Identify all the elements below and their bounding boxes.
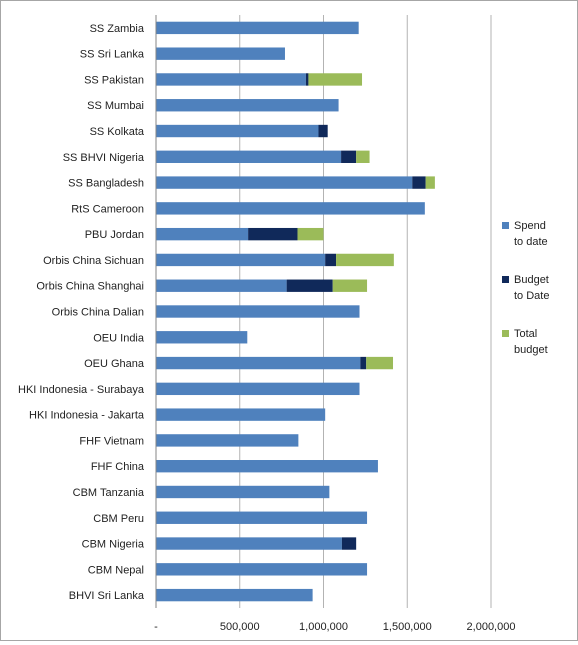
- legend: Spend to date Budget to Date Total budget: [502, 220, 549, 356]
- bar-spend-to-date-orbis-china-shanghai: [156, 279, 287, 292]
- bar-spend-to-date-cbm-tanzania: [156, 485, 330, 499]
- category-label: SS Zambia: [90, 23, 145, 35]
- bar-spend-to-date-oeu-ghana: [156, 356, 361, 370]
- bar-spend-to-date-ss-kolkata: [156, 124, 319, 138]
- category-label: SS Sri Lanka: [80, 49, 145, 61]
- bar-budget-to-date-orbis-china-sichuan: [325, 253, 337, 267]
- bar-spend-to-date-hki-indonesia-surabaya: [156, 382, 360, 396]
- bar-budget-to-date-ss-bangladesh: [412, 176, 426, 189]
- bar-spend-to-date-cbm-nepal: [156, 563, 368, 576]
- bar-spend-to-date-ss-bhvi-nigeria: [156, 150, 342, 163]
- bar-budget-to-date-orbis-china-shanghai: [286, 279, 333, 292]
- category-label: Orbis China Dalian: [52, 307, 144, 319]
- legend-label: Total: [514, 328, 537, 340]
- bar-total-budget-orbis-china-shanghai: [332, 279, 368, 292]
- category-label: Orbis China Shanghai: [36, 281, 144, 293]
- legend-swatch-total-budget: [502, 330, 509, 337]
- category-label: CBM Nigeria: [82, 539, 145, 551]
- category-label: Orbis China Sichuan: [43, 255, 144, 267]
- category-label: SS Mumbai: [87, 100, 144, 112]
- bar-total-budget-ss-pakistan: [308, 73, 363, 86]
- bar-spend-to-date-orbis-china-sichuan: [156, 253, 326, 267]
- bar-budget-to-date-ss-bhvi-nigeria: [341, 150, 357, 163]
- bar-spend-to-date-cbm-nigeria: [156, 537, 342, 550]
- bar-spend-to-date-cbm-peru: [156, 511, 368, 524]
- category-label: SS Pakistan: [84, 74, 144, 86]
- bar-spend-to-date-oeu-india: [156, 331, 248, 344]
- category-label: CBM Nepal: [88, 564, 144, 576]
- category-label: CBM Tanzania: [73, 487, 145, 499]
- legend-swatch-budget-to-date: [502, 276, 509, 283]
- bar-spend-to-date-ss-zambia: [156, 21, 359, 35]
- bar-spend-to-date-hki-indonesia-jakarta: [156, 408, 326, 421]
- bar-total-budget-ss-bangladesh: [425, 176, 435, 189]
- category-label: CBM Peru: [93, 513, 144, 525]
- category-label: SS Bangladesh: [68, 178, 144, 190]
- x-tick-label: -: [154, 621, 158, 633]
- category-label: PBU Jordan: [85, 229, 144, 241]
- bar-budget-to-date-cbm-nigeria: [341, 537, 357, 550]
- bar-spend-to-date-rts-cameroon: [156, 202, 425, 215]
- bar-budget-to-date-ss-pakistan: [305, 73, 309, 86]
- legend-label: to date: [514, 236, 548, 248]
- bar-total-budget-orbis-china-sichuan: [336, 253, 394, 267]
- axes: - 500,000 1,000,000 1,500,000 2,000,000 SS Za…: [18, 15, 515, 633]
- x-tick-label: 1,500,000: [383, 621, 432, 633]
- bars: [156, 21, 435, 602]
- category-label: HKI Indonesia - Jakarta: [29, 410, 145, 422]
- category-label: RtS Cameroon: [71, 203, 144, 215]
- category-label: FHF China: [91, 461, 145, 473]
- x-tick-label: 500,000: [220, 621, 260, 633]
- x-tick-label: 2,000,000: [467, 621, 516, 633]
- legend-swatch-spend-to-date: [502, 222, 509, 229]
- bar-spend-to-date-orbis-china-dalian: [156, 305, 360, 318]
- category-label: SS Kolkata: [90, 126, 145, 138]
- bar-total-budget-oeu-ghana: [366, 356, 394, 370]
- bar-spend-to-date-fhf-china: [156, 460, 378, 473]
- category-label: FHF Vietnam: [79, 435, 144, 447]
- bar-budget-to-date-ss-kolkata: [318, 124, 328, 138]
- category-label: BHVI Sri Lanka: [69, 590, 145, 602]
- bar-budget-to-date-oeu-ghana: [360, 356, 367, 370]
- category-label: HKI Indonesia - Surabaya: [18, 384, 145, 396]
- legend-label: Spend: [514, 220, 546, 232]
- bar-spend-to-date-pbu-jordan: [156, 227, 249, 241]
- bar-total-budget-pbu-jordan: [297, 227, 324, 241]
- legend-label: to Date: [514, 290, 549, 302]
- bar-budget-to-date-pbu-jordan: [248, 227, 298, 241]
- bar-spend-to-date-ss-bangladesh: [156, 176, 413, 189]
- bar-spend-to-date-ss-sri-lanka: [156, 47, 285, 60]
- category-label: OEU India: [93, 332, 145, 344]
- category-label: OEU Ghana: [84, 358, 145, 370]
- bar-spend-to-date-bhvi-sri-lanka: [156, 588, 313, 602]
- bar-spend-to-date-ss-mumbai: [156, 99, 339, 112]
- x-tick-label: 1,000,000: [299, 621, 348, 633]
- bar-spend-to-date-ss-pakistan: [156, 73, 306, 86]
- bar-spend-to-date-fhf-vietnam: [156, 434, 299, 447]
- legend-label: Budget: [514, 274, 549, 286]
- legend-label: budget: [514, 344, 548, 356]
- bar-total-budget-ss-bhvi-nigeria: [356, 150, 370, 163]
- category-label: SS BHVI Nigeria: [63, 152, 145, 164]
